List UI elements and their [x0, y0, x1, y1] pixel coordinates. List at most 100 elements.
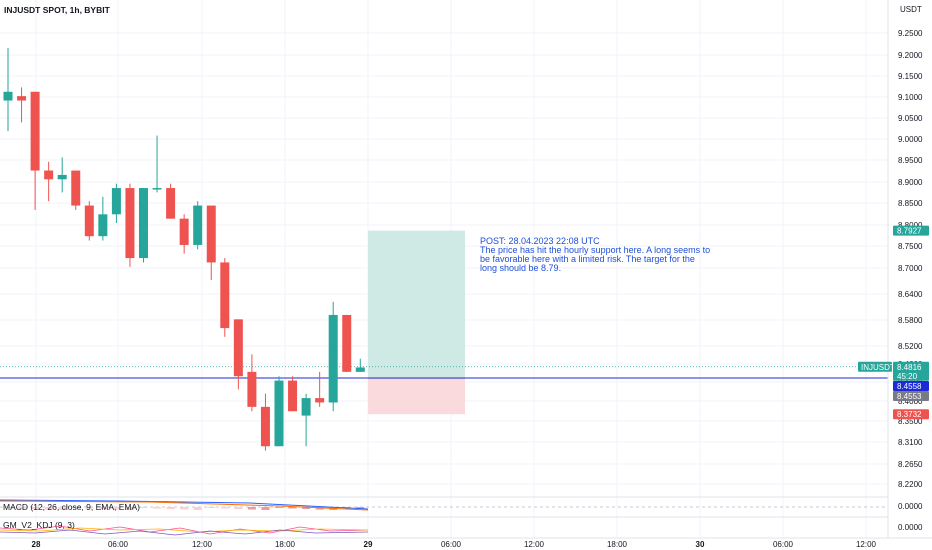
- position-tool[interactable]: [368, 230, 465, 415]
- candle[interactable]: [98, 196, 108, 241]
- macd-hist-bar: [356, 507, 365, 509]
- candle-body: [71, 170, 81, 206]
- kdj-value: 0.0000: [898, 523, 923, 532]
- candle-body: [98, 214, 108, 237]
- candle[interactable]: [315, 371, 325, 407]
- candle[interactable]: [125, 183, 135, 267]
- price-tick-label: 9.2500: [898, 29, 923, 38]
- macd-pane[interactable]: MACD (12, 26, close, 9, EMA, EMA) 0.0000: [0, 499, 923, 512]
- candle-body: [220, 262, 230, 329]
- candle[interactable]: [44, 161, 54, 202]
- time-tick-label: 12:00: [524, 540, 545, 549]
- candle[interactable]: [111, 183, 121, 224]
- candle[interactable]: [139, 188, 148, 263]
- macd-hist-bar: [220, 507, 229, 509]
- candle[interactable]: [193, 201, 203, 250]
- time-tick-label: 06:00: [441, 540, 462, 549]
- candle[interactable]: [328, 301, 338, 412]
- candle-body: [315, 398, 325, 403]
- candle-body: [206, 205, 216, 263]
- ticker-name-badge: [858, 361, 892, 372]
- candle[interactable]: [260, 393, 270, 451]
- loss-zone[interactable]: [368, 378, 465, 415]
- candle[interactable]: [355, 358, 365, 372]
- candle[interactable]: [233, 319, 243, 390]
- candle[interactable]: [17, 87, 27, 123]
- candle[interactable]: [30, 91, 40, 210]
- trade-annotation[interactable]: POST: 28.04.2023 22:08 UTC The price has…: [480, 236, 710, 273]
- candle-body: [355, 367, 365, 372]
- candle-body: [3, 91, 13, 101]
- candle[interactable]: [301, 393, 311, 447]
- kdj-label[interactable]: GM_V2_KDJ (9, 3): [3, 520, 75, 530]
- candle[interactable]: [342, 314, 352, 372]
- price-label-target: 8.7927: [893, 225, 929, 236]
- price-tick-label: 9.1500: [898, 72, 923, 81]
- candle[interactable]: [3, 48, 13, 132]
- last-price-badge: [893, 361, 929, 381]
- macd-hist-bar: [153, 507, 162, 509]
- price-tick-label: 8.7000: [898, 264, 923, 273]
- time-tick-label: 12:00: [856, 540, 877, 549]
- price-ticks: 9.2500 9.2000 9.1500 9.1000 9.0500 9.0000 8.95…: [898, 29, 923, 489]
- macd-hist-bar: [261, 507, 270, 510]
- price-tick-label: 8.3500: [898, 417, 923, 426]
- price-tick-label: 8.3100: [898, 438, 923, 447]
- candles[interactable]: [3, 48, 365, 451]
- price-label-entry: 8.4553: [893, 391, 929, 402]
- profit-zone[interactable]: [368, 230, 465, 379]
- time-tick-label: 06:00: [108, 540, 129, 549]
- macd-hist-bar: [58, 507, 67, 510]
- support-price-badge: [893, 381, 929, 392]
- candle-body: [57, 174, 67, 180]
- candle-body: [260, 406, 270, 447]
- candle[interactable]: [220, 258, 230, 337]
- price-label-stop: 8.3732: [893, 409, 929, 420]
- macd-hist-bar: [207, 507, 216, 508]
- candle[interactable]: [247, 354, 257, 412]
- macd-hist-bar: [17, 507, 26, 509]
- target-price-badge: [893, 225, 929, 236]
- support-price-text: 8.4558: [897, 382, 922, 391]
- price-axis[interactable]: USDT 9.2500 9.2000 9.1500 9.1000 9.0500 9.000…: [887, 0, 923, 538]
- candle[interactable]: [71, 170, 81, 210]
- macd-hist-bar: [112, 507, 121, 510]
- price-tick-label: 9.1000: [898, 93, 923, 102]
- macd-hist-bar: [31, 507, 40, 509]
- candle[interactable]: [152, 135, 162, 193]
- price-tick-label: 9.0000: [898, 135, 923, 144]
- candle[interactable]: [166, 183, 176, 219]
- candle-body: [111, 188, 121, 215]
- stop-price-text: 8.3732: [897, 410, 922, 419]
- price-tick-label: 8.8000: [898, 221, 923, 230]
- candle[interactable]: [274, 376, 284, 447]
- time-tick-label: 18:00: [607, 540, 628, 549]
- price-tick-label: 8.2650: [898, 460, 923, 469]
- time-axis[interactable]: 28 06:00 12:00 18:00 29 06:00 12:00 18:00 30 06:0…: [0, 537, 932, 549]
- candle[interactable]: [288, 376, 298, 412]
- price-tick-label: 8.7500: [898, 242, 923, 251]
- ticker-name-text: INJUSDT: [861, 363, 895, 372]
- axis-currency: USDT: [900, 5, 922, 14]
- time-ticks: 28 06:00 12:00 18:00 29 06:00 12:00 18:00 30 06:0…: [32, 540, 877, 549]
- time-tick-label: 18:00: [275, 540, 296, 549]
- chart-title[interactable]: INJUSDT SPOT, 1h, BYBIT: [4, 5, 111, 15]
- candle[interactable]: [84, 201, 94, 241]
- candle-body: [44, 170, 54, 180]
- candle-body: [30, 91, 40, 171]
- price-label-ticker: INJUSDT: [858, 361, 895, 372]
- countdown-text: 45:20: [897, 372, 918, 381]
- macd-label[interactable]: MACD (12, 26, close, 9, EMA, EMA): [3, 502, 140, 512]
- kdj-pane[interactable]: GM_V2_KDJ (9, 3) 0.0000: [0, 520, 923, 536]
- annotation-line-1: POST: 28.04.2023 22:08 UTC: [480, 236, 600, 246]
- candle[interactable]: [206, 205, 216, 280]
- target-price-text: 8.7927: [897, 227, 922, 236]
- price-tick-label: 9.2000: [898, 51, 923, 60]
- candle[interactable]: [57, 157, 67, 193]
- time-tick-label: 28: [32, 540, 41, 549]
- candle-body: [342, 314, 352, 372]
- macd-hist-bar: [44, 507, 53, 510]
- candle[interactable]: [179, 214, 189, 254]
- price-tick-label: 8.9000: [898, 178, 923, 187]
